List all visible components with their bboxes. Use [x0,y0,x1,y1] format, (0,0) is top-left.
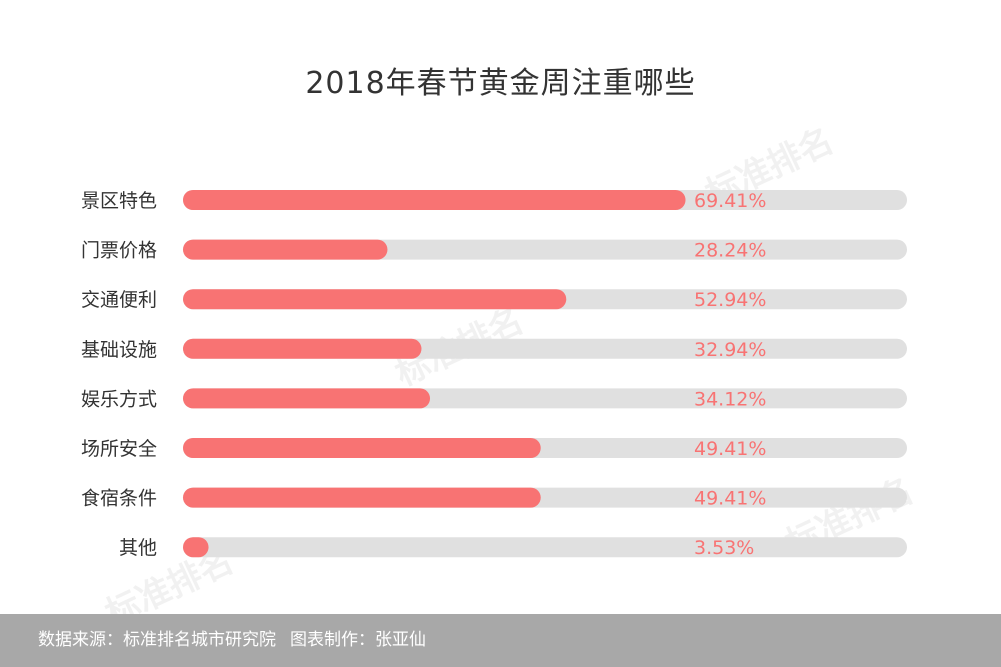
bar [183,338,422,359]
value-label: 49.41% [694,488,766,510]
category-label: 食宿条件 [81,488,157,510]
source-note: 数据来源：标准排名城市研究院 [38,630,276,650]
bar [183,289,567,310]
bar-track [183,537,907,558]
category-label: 其他 [119,537,157,559]
value-label: 52.94% [694,289,766,311]
value-label: 28.24% [694,240,766,262]
bar [183,239,388,260]
value-label: 49.41% [694,438,766,460]
bar [183,190,686,210]
author-note: 图表制作：张亚仙 [290,630,426,650]
category-label: 交通便利 [81,289,157,311]
value-label: 69.41% [694,190,766,212]
value-label: 3.53% [694,537,754,559]
category-label: 娱乐方式 [81,388,157,410]
bar [183,487,541,508]
category-label: 基础设施 [81,339,157,361]
value-label: 34.12% [694,388,766,410]
bar [183,388,431,409]
value-label: 32.94% [694,339,766,361]
bar [183,537,209,558]
bar [183,438,541,458]
category-label: 场所安全 [81,438,157,460]
category-label: 景区特色 [81,190,157,212]
chart-title: 2018年春节黄金周注重哪些 [305,66,696,101]
category-label: 门票价格 [81,240,157,262]
footer: 数据来源：标准排名城市研究院 图表制作：张亚仙 [0,614,1001,667]
